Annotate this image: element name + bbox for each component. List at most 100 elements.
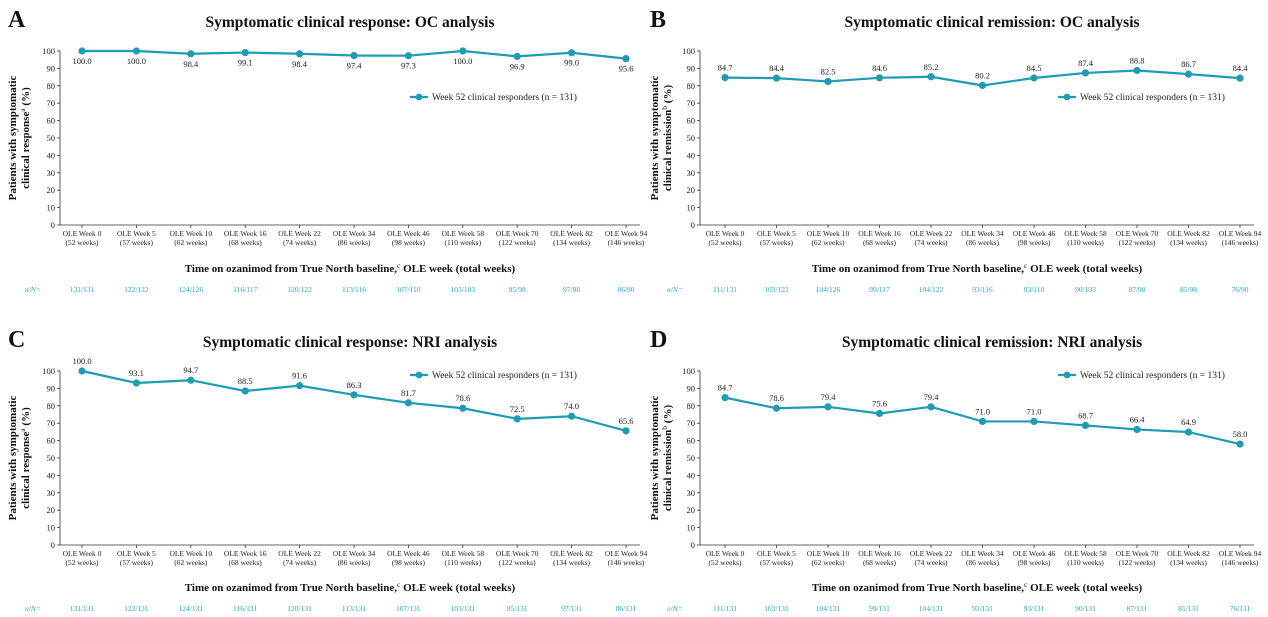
data-point	[824, 77, 832, 86]
y-tick-label: 40	[687, 150, 696, 160]
data-label: 84.7	[718, 383, 733, 393]
data-label: 72.5	[510, 404, 525, 414]
data-point	[1184, 70, 1193, 78]
y-axis-label-line2: clinical remissionb (%)	[660, 85, 675, 192]
nn-value: 111/131	[713, 285, 737, 294]
x-tick-sublabel: (68 weeks)	[229, 238, 263, 247]
nn-value: 116/117	[233, 285, 257, 294]
chart-panel-b: B Symptomatic clinical remission: OC anal…	[649, 7, 1262, 294]
data-point	[772, 74, 781, 82]
x-tick-sublabel: (146 weeks)	[608, 238, 645, 247]
y-tick-label: 40	[47, 150, 56, 160]
data-label: 68.7	[1078, 410, 1093, 420]
data-label: 66.4	[1130, 414, 1146, 424]
x-tick-sublabel: (122 weeks)	[1119, 238, 1156, 247]
data-point	[187, 50, 195, 58]
data-label: 84.4	[769, 63, 785, 73]
x-tick-label: OLE Week 34	[333, 549, 376, 558]
x-tick-sublabel: (146 weeks)	[1222, 558, 1259, 567]
nn-value: 122/131	[124, 604, 149, 613]
data-label: 97.4	[347, 61, 363, 71]
x-tick-sublabel: (74 weeks)	[914, 238, 948, 247]
x-tick-label: OLE Week 5	[117, 549, 156, 558]
data-label: 91.6	[292, 371, 307, 381]
data-label: 88.5	[238, 376, 253, 386]
data-label: 99.0	[564, 58, 579, 68]
nn-value: 76/131	[1230, 604, 1251, 613]
data-point	[978, 81, 987, 90]
legend-entry: Week 52 clinical responders (n = 131)	[432, 370, 577, 381]
data-point	[721, 74, 729, 82]
y-axis-label-line1: Patients with symptomatic	[7, 76, 19, 201]
x-tick-label: OLE Week 94	[1219, 549, 1262, 558]
data-point	[404, 52, 412, 60]
y-tick-label: 60	[687, 116, 696, 126]
data-point	[350, 51, 358, 60]
data-point	[296, 50, 304, 58]
data-point	[568, 49, 576, 57]
data-point	[241, 387, 249, 395]
data-point	[187, 376, 195, 384]
x-axis-label: Time on ozanimod from True North baselin…	[185, 261, 516, 276]
data-label: 93.1	[129, 368, 144, 378]
x-tick-sublabel: (62 weeks)	[174, 238, 208, 247]
nn-value: 85/131	[1178, 604, 1199, 613]
x-tick-label: OLE Week 0	[706, 229, 745, 238]
x-tick-sublabel: (86 weeks)	[966, 558, 1000, 567]
y-tick-label: 100	[682, 366, 695, 376]
x-tick-label: OLE Week 22	[278, 229, 321, 238]
x-tick-label: OLE Week 34	[961, 549, 1004, 558]
data-label: 87.4	[1078, 58, 1094, 68]
y-tick-label: 90	[687, 63, 696, 73]
data-point	[1081, 421, 1090, 430]
data-point	[927, 73, 935, 81]
data-label: 74.0	[564, 401, 579, 411]
x-tick-label: OLE Week 70	[1116, 549, 1159, 558]
nn-value: 87/98	[1128, 285, 1145, 294]
x-axis-label: Time on ozanimod from True North baselin…	[185, 580, 516, 595]
data-point	[1081, 69, 1090, 77]
nn-value: 97/131	[561, 604, 582, 613]
data-label: 99.1	[238, 58, 253, 68]
data-label: 84.4	[1233, 63, 1249, 73]
x-tick-sublabel: (74 weeks)	[914, 558, 948, 567]
nn-value: 107/131	[396, 604, 421, 613]
y-tick-label: 0	[691, 220, 695, 230]
data-point	[875, 409, 884, 418]
x-tick-label: OLE Week 58	[1064, 229, 1107, 238]
nn-value: 93/116	[972, 285, 993, 294]
legend-entry: Week 52 clinical responders (n = 131)	[1080, 370, 1225, 381]
x-tick-sublabel: (110 weeks)	[1067, 238, 1104, 247]
y-tick-label: 30	[687, 168, 696, 178]
nn-value: 111/131	[713, 604, 737, 613]
x-tick-label: OLE Week 58	[442, 229, 485, 238]
y-tick-label: 50	[687, 133, 696, 143]
nn-value: 103/122	[764, 285, 789, 294]
data-label: 86.7	[1181, 59, 1196, 69]
panel-title: Symptomatic clinical response: NRI analy…	[203, 334, 497, 351]
x-tick-sublabel: (62 weeks)	[174, 558, 208, 567]
y-tick-label: 40	[47, 470, 56, 480]
x-tick-sublabel: (110 weeks)	[445, 558, 482, 567]
y-tick-label: 20	[687, 505, 696, 515]
data-point	[622, 55, 630, 63]
x-tick-label: OLE Week 16	[858, 229, 901, 238]
data-label: 97.3	[401, 61, 416, 71]
x-tick-sublabel: (146 weeks)	[608, 558, 645, 567]
legend-marker	[1063, 371, 1071, 379]
y-tick-label: 50	[47, 133, 56, 143]
y-tick-label: 70	[47, 98, 56, 108]
y-tick-label: 20	[47, 185, 56, 195]
y-tick-label: 10	[47, 523, 56, 533]
y-tick-label: 40	[687, 470, 696, 480]
panel-letter: C	[8, 327, 25, 353]
data-point	[296, 382, 304, 390]
data-point	[622, 427, 630, 435]
data-point	[404, 399, 412, 407]
data-label: 78.6	[455, 393, 470, 403]
x-tick-label: OLE Week 16	[858, 549, 901, 558]
x-tick-label: OLE Week 10	[807, 229, 850, 238]
data-point	[927, 403, 935, 411]
data-point	[568, 412, 576, 420]
y-axis-label-line2: clinical responsea (%)	[18, 407, 33, 509]
